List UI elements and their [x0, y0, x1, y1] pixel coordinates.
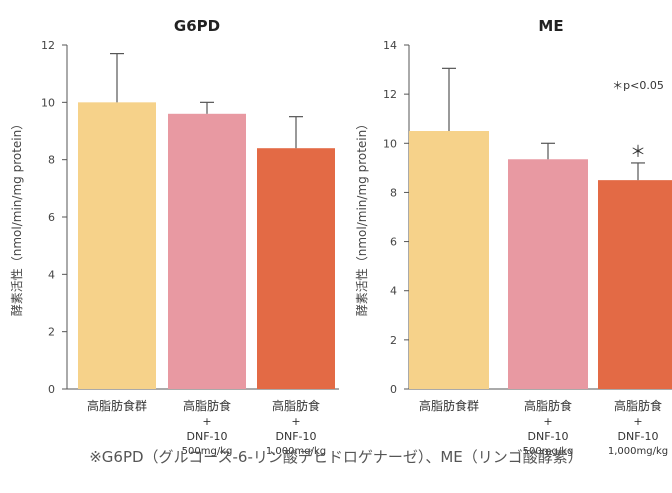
y-tick-label: 12 [41, 39, 55, 52]
chart-title: G6PD [174, 17, 220, 35]
y-tick-label: 4 [48, 268, 55, 281]
category-label-line4: 500mg/kg [182, 446, 233, 457]
bar [409, 131, 489, 389]
category-label-line3: DNF-10 [528, 430, 569, 443]
category-label-line2: + [202, 415, 211, 428]
y-tick-label: 10 [383, 137, 397, 150]
category-label-line4: 500mg/kg [523, 446, 574, 457]
y-tick-label: 2 [390, 334, 397, 347]
y-axis-label: 酵素活性（nmol/min/mg protein） [355, 118, 369, 316]
y-tick-label: 8 [390, 186, 397, 199]
category-label-line1: 高脂肪食 [183, 398, 231, 413]
y-tick-label: 12 [383, 88, 397, 101]
y-tick-label: 6 [390, 236, 397, 249]
y-tick-label: 2 [48, 326, 55, 339]
category-label-line1: 高脂肪食 [272, 398, 320, 413]
y-tick-label: 6 [48, 211, 55, 224]
category-label-line3: DNF-10 [276, 430, 317, 443]
bar [168, 113, 246, 390]
category-label-line3: DNF-10 [187, 430, 228, 443]
y-tick-label: 10 [41, 96, 55, 109]
category-label-line1: 高脂肪食 [614, 398, 662, 413]
bar [78, 102, 156, 389]
bar [257, 148, 335, 389]
significance-note: ＊p<0.05 [612, 79, 664, 92]
category-label-line4: 1,000mg/kg [266, 446, 326, 457]
category-label-line1: 高脂肪食群 [87, 398, 147, 413]
footnote: ※G6PD（グルコース-6-リン酸デヒドロゲナーゼ）、ME（リンゴ酸酵素） [89, 448, 583, 466]
category-label-line3: DNF-10 [618, 430, 659, 443]
chart-title: ME [538, 17, 563, 35]
category-label-line1: 高脂肪食 [524, 398, 572, 413]
category-label-line2: + [633, 415, 642, 428]
y-axis-label: 酵素活性（nmol/min/mg protein） [10, 118, 24, 316]
y-tick-label: 8 [48, 154, 55, 167]
y-tick-label: 0 [48, 383, 55, 396]
bar [598, 180, 672, 389]
y-tick-label: 0 [390, 383, 397, 396]
category-label-line1: 高脂肪食群 [419, 398, 479, 413]
category-label-line4: 1,000mg/kg [608, 446, 668, 457]
y-tick-label: 4 [390, 285, 397, 298]
bar [508, 159, 588, 389]
significance-mark: ＊ [630, 142, 646, 161]
category-label-line2: + [291, 415, 300, 428]
category-label-line2: + [543, 415, 552, 428]
y-tick-label: 14 [383, 39, 397, 52]
